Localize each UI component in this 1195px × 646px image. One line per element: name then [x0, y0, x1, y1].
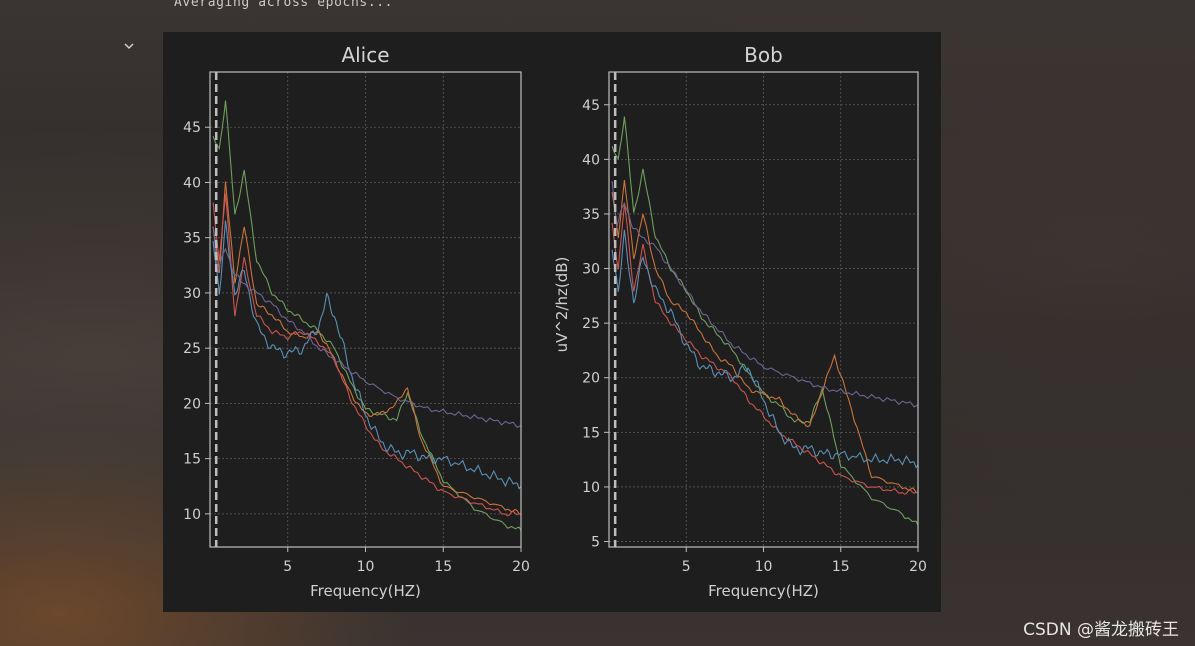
console-output-line: Averaging across epochs... [174, 0, 394, 10]
y-tick-label: 15 [183, 452, 201, 468]
y-tick-label: 45 [582, 98, 600, 114]
chevron-down-icon[interactable] [122, 40, 136, 54]
y-tick-label: 45 [183, 120, 201, 136]
x-tick-label: 20 [512, 559, 530, 575]
x-tick-label: 15 [434, 559, 452, 575]
y-tick-label: 25 [183, 341, 201, 357]
watermark: CSDN @酱龙搬砖王 [1023, 620, 1179, 640]
y-tick-label: 20 [183, 396, 201, 412]
y-tick-label: 5 [591, 535, 600, 551]
y-tick-label: 35 [183, 231, 201, 247]
y-tick-label: 10 [582, 480, 600, 496]
x-tick-label: 20 [909, 559, 927, 575]
y-tick-label: 25 [582, 316, 600, 332]
y-tick-label: 35 [582, 207, 600, 223]
series-group [611, 116, 918, 526]
chevron-down-icon-glyph [124, 43, 134, 50]
y-tick-label: 10 [183, 507, 201, 523]
x-tick-label: 10 [357, 559, 375, 575]
x-tick-label: 15 [832, 559, 850, 575]
axes-0: 5 10 15 20 10 15 20 25 30 35 40 45 Alice Frequency(HZ… [183, 43, 530, 600]
series-line-1 [212, 181, 521, 515]
x-axis-label: Frequency(HZ) [708, 582, 819, 600]
series-group [212, 100, 521, 531]
series-line-1 [611, 180, 918, 494]
series-line-4 [212, 226, 521, 428]
axes-1: 5 10 15 20 5 10 15 20 25 30 35 40 45 Bob Frequency(HZ)… [553, 43, 927, 600]
x-tick-label: 10 [755, 559, 773, 575]
x-axis-label: Frequency(HZ) [310, 582, 421, 600]
y-tick-label: 30 [183, 286, 201, 302]
y-tick-label: 15 [582, 425, 600, 441]
series-line-3 [212, 220, 521, 490]
y-tick-label: 40 [582, 152, 600, 168]
psd-figure: 5 10 15 20 10 15 20 25 30 35 40 45 Alice Frequency(HZ… [183, 43, 927, 600]
y-axis-label: uV^2/hz(dB) [553, 257, 571, 353]
x-tick-label: 5 [283, 559, 292, 575]
axes-title: Alice [341, 43, 389, 67]
y-tick-label: 40 [183, 175, 201, 191]
y-tick-label: 20 [582, 371, 600, 387]
axes-title: Bob [744, 43, 783, 67]
figure-panel: 5 10 15 20 10 15 20 25 30 35 40 45 Alice Frequency(HZ… [163, 32, 941, 612]
y-tick-label: 30 [582, 262, 600, 278]
series-line-4 [611, 181, 918, 408]
series-line-0 [611, 116, 918, 526]
x-tick-label: 5 [682, 559, 691, 575]
series-line-3 [611, 229, 918, 469]
